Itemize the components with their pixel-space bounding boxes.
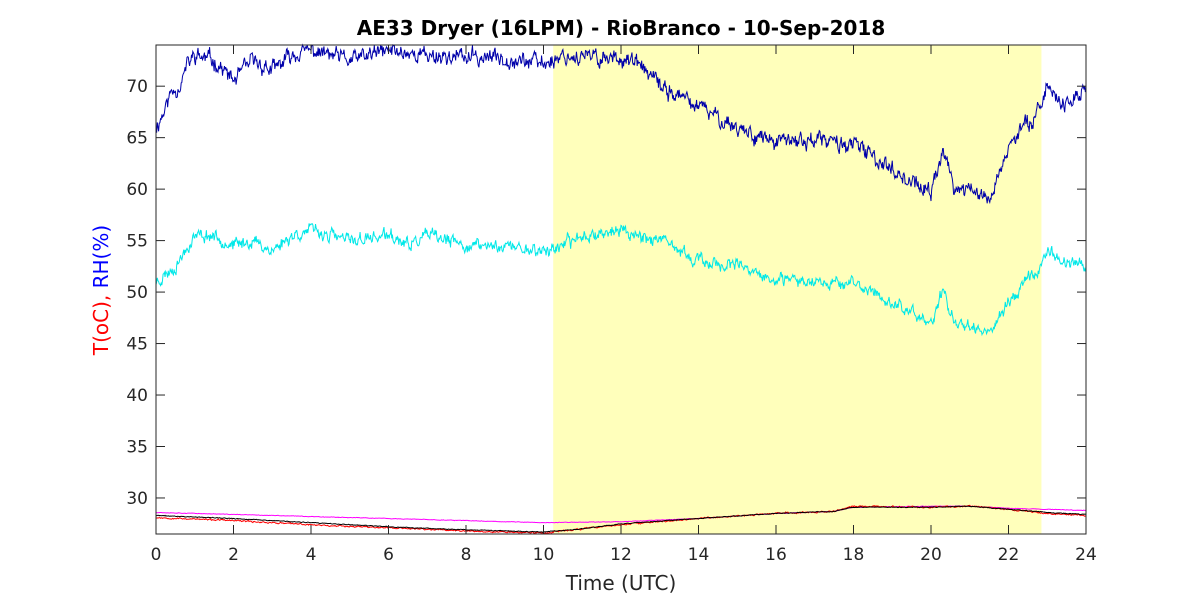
y-tick-label: 60	[126, 180, 148, 200]
y-tick-label: 40	[126, 386, 148, 406]
x-tick-label: 20	[920, 545, 942, 565]
y-tick-label: 70	[126, 77, 148, 97]
x-tick-label: 2	[228, 545, 239, 565]
series-line-1	[155, 223, 1087, 337]
x-tick-label: 14	[688, 545, 710, 565]
y-tick-label: 55	[126, 232, 148, 252]
y-tick-label: 45	[126, 335, 148, 355]
x-tick-label: 4	[306, 545, 317, 565]
x-tick-label: 22	[998, 545, 1020, 565]
x-tick-label: 10	[533, 545, 555, 565]
y-axis-label-part-1: RH(%)	[89, 225, 113, 289]
x-tick-label: 24	[1075, 545, 1097, 565]
x-tick-label: 0	[151, 545, 162, 565]
series-line-4	[155, 505, 1087, 533]
x-tick-label: 16	[765, 545, 787, 565]
x-tick-label: 6	[383, 545, 394, 565]
y-tick-label: 50	[126, 283, 148, 303]
y-tick-label: 35	[126, 437, 148, 457]
chart-title: AE33 Dryer (16LPM) - RioBranco - 10-Sep-…	[357, 16, 886, 40]
y-tick-label: 65	[126, 129, 148, 149]
x-tick-label: 8	[461, 545, 472, 565]
series-line-2	[155, 505, 1087, 524]
y-axis-label: T(oC), RH(%)	[89, 225, 113, 356]
y-axis-label-part-0: T(oC),	[89, 288, 113, 356]
x-tick-label: 12	[610, 545, 632, 565]
x-tick-label: 18	[843, 545, 865, 565]
y-tick-label: 30	[126, 489, 148, 509]
highlight-region	[553, 45, 1042, 534]
x-axis-label: Time (UTC)	[565, 571, 677, 595]
